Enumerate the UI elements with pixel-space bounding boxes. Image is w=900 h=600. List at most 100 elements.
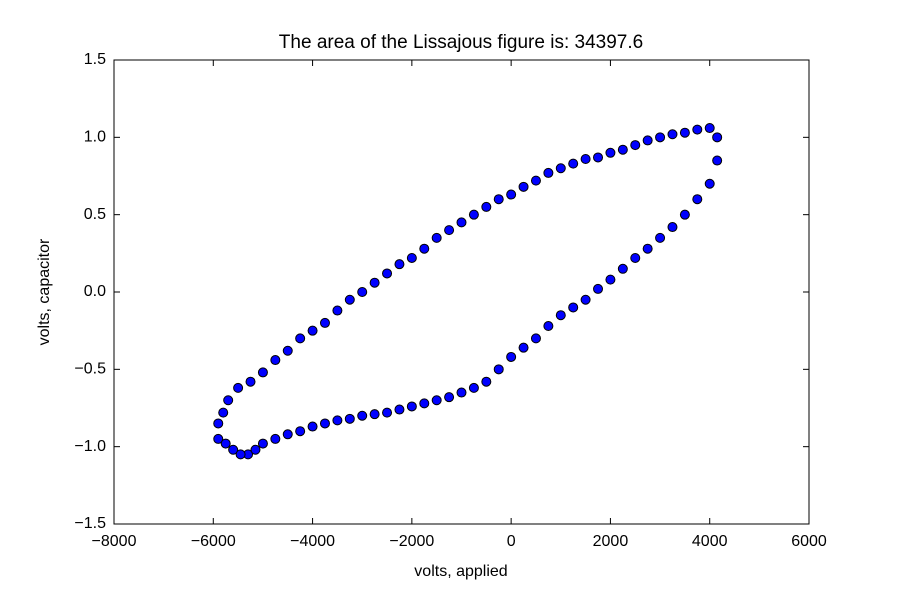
x-tick-label: −6000 bbox=[191, 533, 236, 550]
point bbox=[712, 132, 723, 143]
point bbox=[493, 364, 504, 375]
point bbox=[431, 395, 442, 406]
point bbox=[220, 438, 231, 449]
point bbox=[617, 263, 628, 274]
point bbox=[530, 333, 541, 344]
point bbox=[568, 302, 579, 313]
point bbox=[704, 178, 715, 189]
point bbox=[282, 429, 293, 440]
point bbox=[257, 438, 268, 449]
point bbox=[692, 124, 703, 135]
chart-title: The area of the Lissajous figure is: 343… bbox=[279, 32, 643, 53]
point bbox=[679, 127, 690, 138]
point bbox=[319, 418, 330, 429]
point bbox=[543, 167, 554, 178]
point bbox=[307, 421, 318, 432]
point bbox=[642, 243, 653, 254]
point bbox=[456, 387, 467, 398]
y-tick-label: −1.0 bbox=[74, 438, 106, 455]
point bbox=[692, 194, 703, 205]
x-axis-label: volts, applied bbox=[414, 563, 507, 580]
point bbox=[270, 355, 281, 366]
point bbox=[319, 317, 330, 328]
y-tick-label: 0.5 bbox=[84, 206, 106, 223]
point bbox=[630, 140, 641, 151]
point bbox=[667, 129, 678, 140]
point bbox=[235, 449, 246, 460]
point bbox=[518, 181, 529, 192]
point bbox=[369, 277, 380, 288]
point bbox=[468, 209, 479, 220]
point bbox=[630, 252, 641, 263]
point bbox=[568, 158, 579, 169]
point bbox=[444, 392, 455, 403]
point bbox=[282, 345, 293, 356]
point bbox=[555, 310, 566, 321]
point bbox=[344, 294, 355, 305]
point bbox=[506, 189, 517, 200]
point bbox=[382, 268, 393, 279]
point bbox=[655, 132, 666, 143]
point bbox=[406, 252, 417, 263]
point bbox=[655, 232, 666, 243]
point bbox=[667, 222, 678, 233]
point bbox=[642, 135, 653, 146]
y-tick-label: 1.5 bbox=[84, 51, 106, 68]
point bbox=[228, 444, 239, 455]
point bbox=[493, 194, 504, 205]
point bbox=[518, 342, 529, 353]
point bbox=[712, 155, 723, 166]
point bbox=[382, 407, 393, 418]
y-tick-label: −1.5 bbox=[74, 515, 106, 532]
point bbox=[223, 395, 234, 406]
point bbox=[580, 294, 591, 305]
point bbox=[580, 153, 591, 164]
point bbox=[218, 407, 229, 418]
point bbox=[543, 321, 554, 332]
point bbox=[245, 376, 256, 387]
point bbox=[213, 418, 224, 429]
point bbox=[468, 382, 479, 393]
point bbox=[481, 376, 492, 387]
x-tick-label: −8000 bbox=[92, 533, 137, 550]
point bbox=[679, 209, 690, 220]
x-tick-label: 4000 bbox=[692, 533, 728, 550]
point bbox=[332, 305, 343, 316]
point bbox=[617, 144, 628, 155]
point bbox=[357, 287, 368, 297]
point bbox=[431, 232, 442, 243]
point bbox=[295, 333, 306, 344]
point bbox=[250, 444, 261, 455]
point bbox=[394, 404, 405, 415]
x-tick-label: 6000 bbox=[791, 533, 827, 550]
point bbox=[593, 152, 604, 163]
y-tick-label: 0.0 bbox=[84, 283, 106, 300]
point bbox=[444, 225, 455, 236]
point bbox=[357, 410, 368, 421]
point bbox=[394, 259, 405, 270]
x-tick-label: 0 bbox=[507, 533, 516, 550]
point bbox=[406, 401, 417, 412]
x-tick-label: −4000 bbox=[290, 533, 335, 550]
point bbox=[506, 351, 517, 362]
point bbox=[605, 274, 616, 285]
point bbox=[530, 175, 541, 186]
point bbox=[456, 217, 467, 228]
y-tick-label: −0.5 bbox=[74, 361, 106, 378]
point bbox=[704, 123, 715, 134]
point bbox=[213, 433, 224, 444]
point bbox=[555, 163, 566, 174]
point bbox=[344, 413, 355, 424]
point bbox=[419, 398, 430, 409]
point bbox=[369, 409, 380, 420]
point bbox=[295, 426, 306, 437]
point bbox=[307, 325, 318, 336]
point bbox=[593, 283, 604, 294]
point bbox=[419, 243, 430, 254]
point bbox=[257, 367, 268, 378]
point bbox=[605, 147, 616, 158]
x-tick-label: 2000 bbox=[593, 533, 629, 550]
point bbox=[332, 415, 343, 426]
